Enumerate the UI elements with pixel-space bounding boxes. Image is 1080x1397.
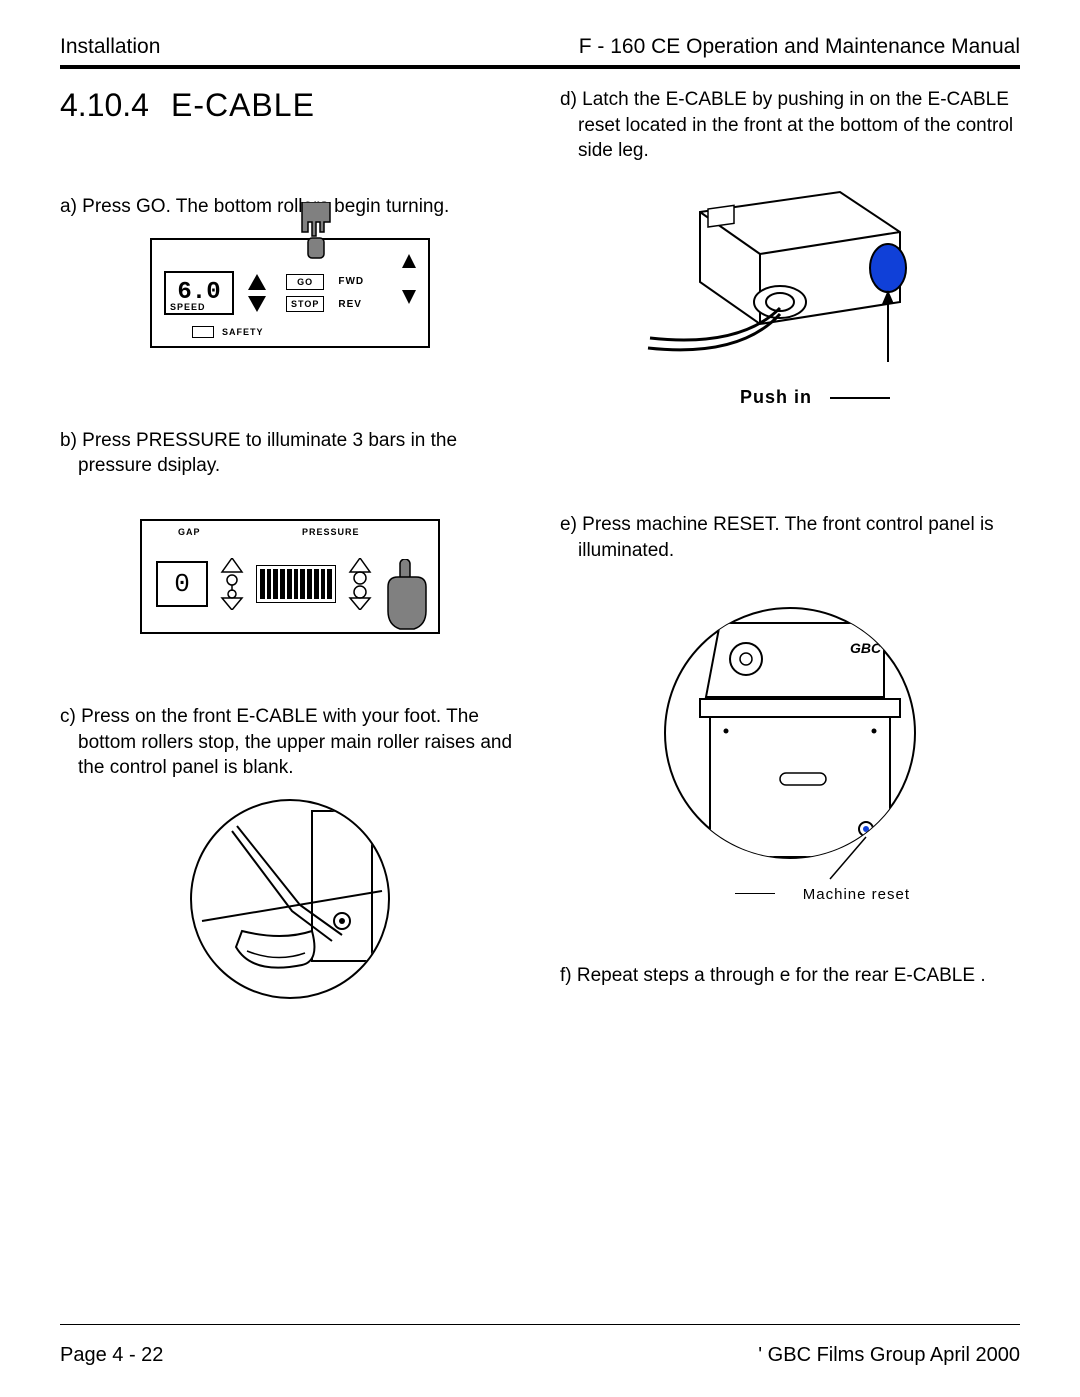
speed-label: SPEED <box>170 302 206 312</box>
push-in-leader <box>830 397 890 399</box>
footer-rule <box>60 1324 1020 1326</box>
go-button: GO <box>286 274 324 290</box>
machine-reset-leader <box>735 893 775 895</box>
step-e: e) Press machine RESET. The front contro… <box>578 512 1020 563</box>
hand-icon <box>292 202 342 262</box>
step-b: b) Press PRESSURE to illuminate 3 bars i… <box>78 428 520 479</box>
safety-indicator <box>192 326 214 338</box>
rev-label: REV <box>338 299 364 310</box>
push-in-label: Push in <box>740 387 812 408</box>
section-title: E-CABLE <box>171 87 315 124</box>
header-right: F - 160 CE Operation and Maintenance Man… <box>579 35 1020 59</box>
connector-figure: Push in <box>630 182 950 412</box>
foot-press-figure <box>190 799 390 999</box>
section-number: 4.10.4 <box>60 87 149 124</box>
footer-page: Page 4 - 22 <box>60 1344 163 1367</box>
stop-button: STOP <box>286 296 324 312</box>
pressure-arrows-icon <box>346 558 374 610</box>
header-rule <box>60 65 1020 69</box>
hand-press-icon <box>382 559 432 631</box>
pressure-label: PRESSURE <box>302 527 360 537</box>
step-d: d) Latch the E-CABLE by pushing in on th… <box>578 87 1020 164</box>
gap-arrows-icon <box>218 558 246 610</box>
pressure-bars <box>256 565 336 603</box>
speed-arrows <box>248 274 266 312</box>
gap-display: 0 <box>156 561 208 607</box>
machine-reset-figure: GBC <box>630 603 950 903</box>
fwd-label: FWD <box>338 276 364 287</box>
footer-copyright: ' GBC Films Group April 2000 <box>758 1344 1020 1367</box>
step-f: f) Repeat steps a through e for the rear… <box>578 963 1020 989</box>
fwd-rev-arrows <box>400 254 418 304</box>
header-left: Installation <box>60 35 160 59</box>
gap-label: GAP <box>178 527 201 537</box>
safety-label: SAFETY <box>222 327 264 337</box>
pressure-panel-figure: GAP PRESSURE 0 <box>140 519 440 634</box>
machine-reset-label: Machine reset <box>803 886 910 903</box>
speed-panel-figure: 6.0 SPEED GO STOP FWD REV <box>150 238 430 348</box>
step-c: c) Press on the front E-CABLE with your … <box>78 704 520 781</box>
